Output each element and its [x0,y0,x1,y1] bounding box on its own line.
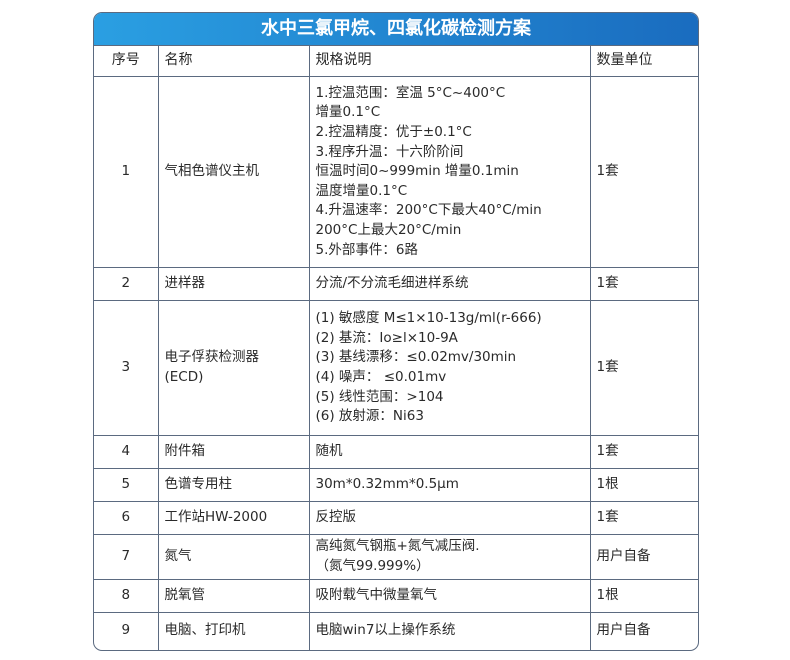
cell-spec-line: 增量0.1°C [315,104,381,121]
cell-spec-line: (4) 噪声： ≤0.01mv [315,369,447,385]
cell-name: 进样器 [157,267,310,301]
cell-spec-line: 分流/不分流毛细进样系统 [315,275,469,292]
header-no: 序号 [94,45,159,77]
table-row: 2 进样器 分流/不分流毛细进样系统 1套 [94,267,698,301]
cell-name-line: 色谱专用柱 [164,476,233,493]
cell-spec-line: (6) 放射源：Ni63 [315,408,424,425]
cell-spec-line: 高纯氮气钢瓶+氮气减压阀. [315,538,480,555]
cell-name-line: 附件箱 [164,443,206,460]
cell-spec-line: 200°C上最大20°C/min [315,221,462,238]
cell-no: 3 [94,300,159,436]
header-spec: 规格说明 [308,45,591,77]
table-row: 4 附件箱 随机 1套 [94,435,698,469]
cell-qty: 用户自备 [589,612,698,650]
cell-spec: 30m*0.32mm*0.5µm [308,468,591,502]
spec-table: 序号 名称 规格说明 数量单位 1 气相色谱仪主机 1.控温范围：室温 5°C~40… [94,45,698,650]
cell-qty: 1根 [589,468,698,502]
cell-no: 7 [94,534,159,580]
table-row: 6 工作站HW-2000 反控版 1套 [94,501,698,535]
cell-spec: (1) 敏感度 M≤1×10-13g/ml(r-666) (2) 基流：Io≥l×… [308,300,591,436]
cell-name-line: 脱氧管 [164,587,206,604]
cell-qty: 1套 [589,267,698,301]
cell-name-line: 电脑、打印机 [164,622,246,639]
cell-name-line: 氮气 [164,548,192,565]
cell-spec-line: 电脑win7以上操作系统 [315,622,456,639]
cell-spec: 高纯氮气钢瓶+氮气减压阀. （氮气99.999%） [308,534,591,580]
cell-spec-line: (3) 基线漂移：≤0.02mv/30min [315,349,517,366]
cell-spec-line: 30m*0.32mm*0.5µm [315,476,459,493]
cell-name: 氮气 [157,534,310,580]
table-row: 1 气相色谱仪主机 1.控温范围：室温 5°C~400°C 增量0.1°C 2.控温精度… [94,76,698,268]
cell-spec: 分流/不分流毛细进样系统 [308,267,591,301]
cell-no: 2 [94,267,159,301]
cell-qty: 1套 [589,435,698,469]
cell-spec-line: (1) 敏感度 M≤1×10-13g/ml(r-666) [315,310,542,327]
cell-spec-line: 4.升温速率：200°C下最大40°C/min [315,202,542,219]
cell-qty: 1套 [589,501,698,535]
spec-table-card: 水中三氯甲烷、四氯化碳检测方案 序号 名称 规格说明 数量单位 1 气相色谱仪主机… [93,12,699,651]
cell-spec-line: 1.控温范围：室温 5°C~400°C [315,84,506,101]
table-row: 7 氮气 高纯氮气钢瓶+氮气减压阀. （氮气99.999%） 用户自备 [94,534,698,580]
cell-spec: 随机 [308,435,591,469]
cell-spec-line: 吸附载气中微量氧气 [315,587,438,604]
cell-name: 脱氧管 [157,579,310,613]
cell-spec: 反控版 [308,501,591,535]
cell-no: 9 [94,612,159,650]
cell-spec: 1.控温范围：室温 5°C~400°C 增量0.1°C 2.控温精度：优于±0.1°… [308,76,591,268]
cell-name-line: 工作站HW-2000 [164,509,268,526]
cell-name: 附件箱 [157,435,310,469]
cell-spec-line: （氮气99.999%） [315,558,430,574]
cell-name: 气相色谱仪主机 [157,76,310,268]
table-row: 9 电脑、打印机 电脑win7以上操作系统 用户自备 [94,612,698,650]
cell-spec-line: 随机 [315,443,343,460]
cell-name: 电脑、打印机 [157,612,310,650]
cell-name-line: (ECD) [164,369,204,385]
cell-no: 5 [94,468,159,502]
cell-qty: 1套 [589,300,698,436]
cell-spec-line: 反控版 [315,509,357,526]
cell-spec-line: 恒温时间0~999min 增量0.1min [315,163,519,180]
cell-no: 1 [94,76,159,268]
cell-spec: 电脑win7以上操作系统 [308,612,591,650]
header-name: 名称 [157,45,310,77]
cell-no: 4 [94,435,159,469]
cell-name-line: 电子俘获检测器 [164,349,260,366]
cell-name-line: 进样器 [164,275,206,292]
cell-name: 工作站HW-2000 [157,501,310,535]
cell-spec-line: (2) 基流：Io≥l×10-9A [315,329,458,346]
cell-qty: 1根 [589,579,698,613]
cell-no: 6 [94,501,159,535]
cell-name-line: 气相色谱仪主机 [164,163,260,180]
cell-name: 色谱专用柱 [157,468,310,502]
cell-spec-line: 5.外部事件：6路 [315,241,418,258]
cell-spec: 吸附载气中微量氧气 [308,579,591,613]
cell-spec-line: 2.控温精度：优于±0.1°C [315,124,472,141]
cell-no: 8 [94,579,159,613]
table-row: 8 脱氧管 吸附载气中微量氧气 1根 [94,579,698,613]
table-row: 3 电子俘获检测器 (ECD) (1) 敏感度 M≤1×10-13g/ml(r-666… [94,300,698,436]
table-row: 5 色谱专用柱 30m*0.32mm*0.5µm 1根 [94,468,698,502]
cell-spec-line: 温度增量0.1°C [315,182,408,199]
cell-spec-line: (5) 线性范围：>104 [315,388,444,405]
cell-name: 电子俘获检测器 (ECD) [157,300,310,436]
header-row: 序号 名称 规格说明 数量单位 [94,45,698,77]
cell-qty: 用户自备 [589,534,698,580]
table-title: 水中三氯甲烷、四氯化碳检测方案 [94,13,698,45]
cell-qty: 1套 [589,76,698,268]
header-qty: 数量单位 [589,45,698,77]
cell-spec-line: 3.程序升温：十六阶阶间 [315,143,464,160]
